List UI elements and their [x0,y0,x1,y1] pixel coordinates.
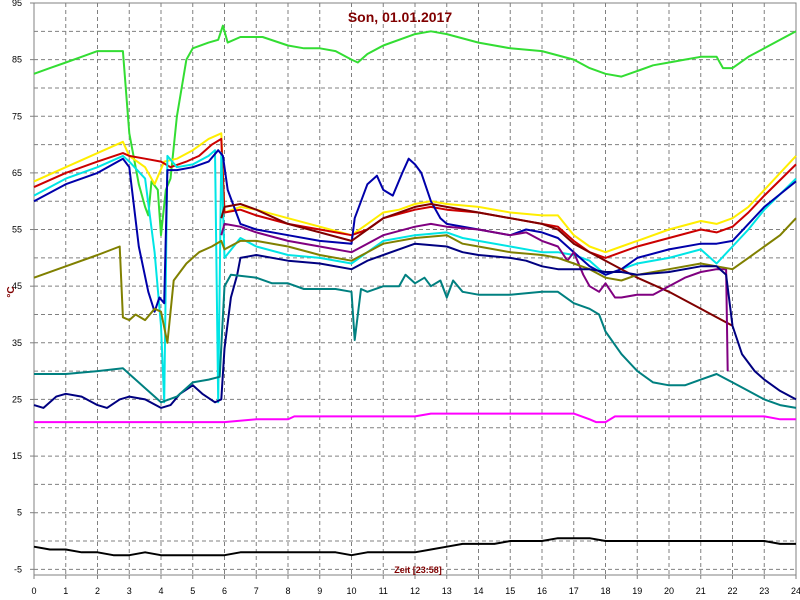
y-tick-label: 45 [12,281,22,291]
y-tick-labels: -5 5 15 25 35 45 55 65 75 85 95 [12,0,34,574]
x-tick-label: 17 [569,586,579,596]
x-tick-label: 20 [664,586,674,596]
chart-title: Son, 01.01.2017 [348,9,453,25]
series-group [33,24,797,557]
x-tick-label: 24 [791,586,800,596]
series-line-9 [33,242,797,409]
y-axis-label: °C [6,286,17,297]
y-tick-label: 5 [17,508,22,518]
y-tick-label: 65 [12,168,22,178]
y-tick-label: -5 [14,564,22,574]
x-tick-label: 16 [537,586,547,596]
y-tick-label: 35 [12,338,22,348]
grid [33,2,797,575]
series-line-4 [33,149,797,404]
x-tick-labels: 0 1 2 3 4 5 6 7 8 9 10 11 12 13 14 15 16 17 18 19 20 21 22 23 24 [31,575,800,596]
x-tick-label: 18 [600,586,610,596]
x-tick-label: 23 [759,586,769,596]
series-line-8 [33,217,797,344]
x-tick-label: 10 [346,586,356,596]
y-tick-label: 75 [12,111,22,121]
y-tick-label: 85 [12,55,22,65]
x-tick-label: 21 [696,586,706,596]
x-tick-label: 11 [379,586,388,596]
x-tick-label: 3 [127,586,132,596]
x-axis-label: Zeit [23:58] [394,565,442,575]
series-line-1 [33,24,797,237]
series-line-2 [33,132,797,254]
x-tick-label: 2 [95,586,100,596]
x-tick-label: 13 [442,586,452,596]
x-tick-label: 14 [473,586,483,596]
y-tick-label: 25 [12,394,22,404]
y-tick-label: 55 [12,225,22,235]
series-line-7 [220,222,729,372]
x-tick-label: 8 [285,586,290,596]
series-line-6 [220,203,733,327]
x-tick-label: 1 [63,586,68,596]
y-tick-label: 95 [12,0,22,8]
series-line-11 [34,412,796,424]
x-tick-label: 9 [317,586,322,596]
x-tick-label: 22 [727,586,737,596]
x-tick-label: 6 [222,586,227,596]
x-tick-label: 4 [158,586,163,596]
x-tick-label: 0 [31,586,36,596]
x-tick-label: 7 [254,586,259,596]
y-tick-label: 15 [12,451,22,461]
x-tick-label: 12 [410,586,420,596]
x-tick-label: 5 [190,586,195,596]
series-line-12 [33,537,796,557]
x-tick-label: 19 [632,586,642,596]
series-line-10 [34,273,797,409]
x-tick-label: 15 [505,586,515,596]
